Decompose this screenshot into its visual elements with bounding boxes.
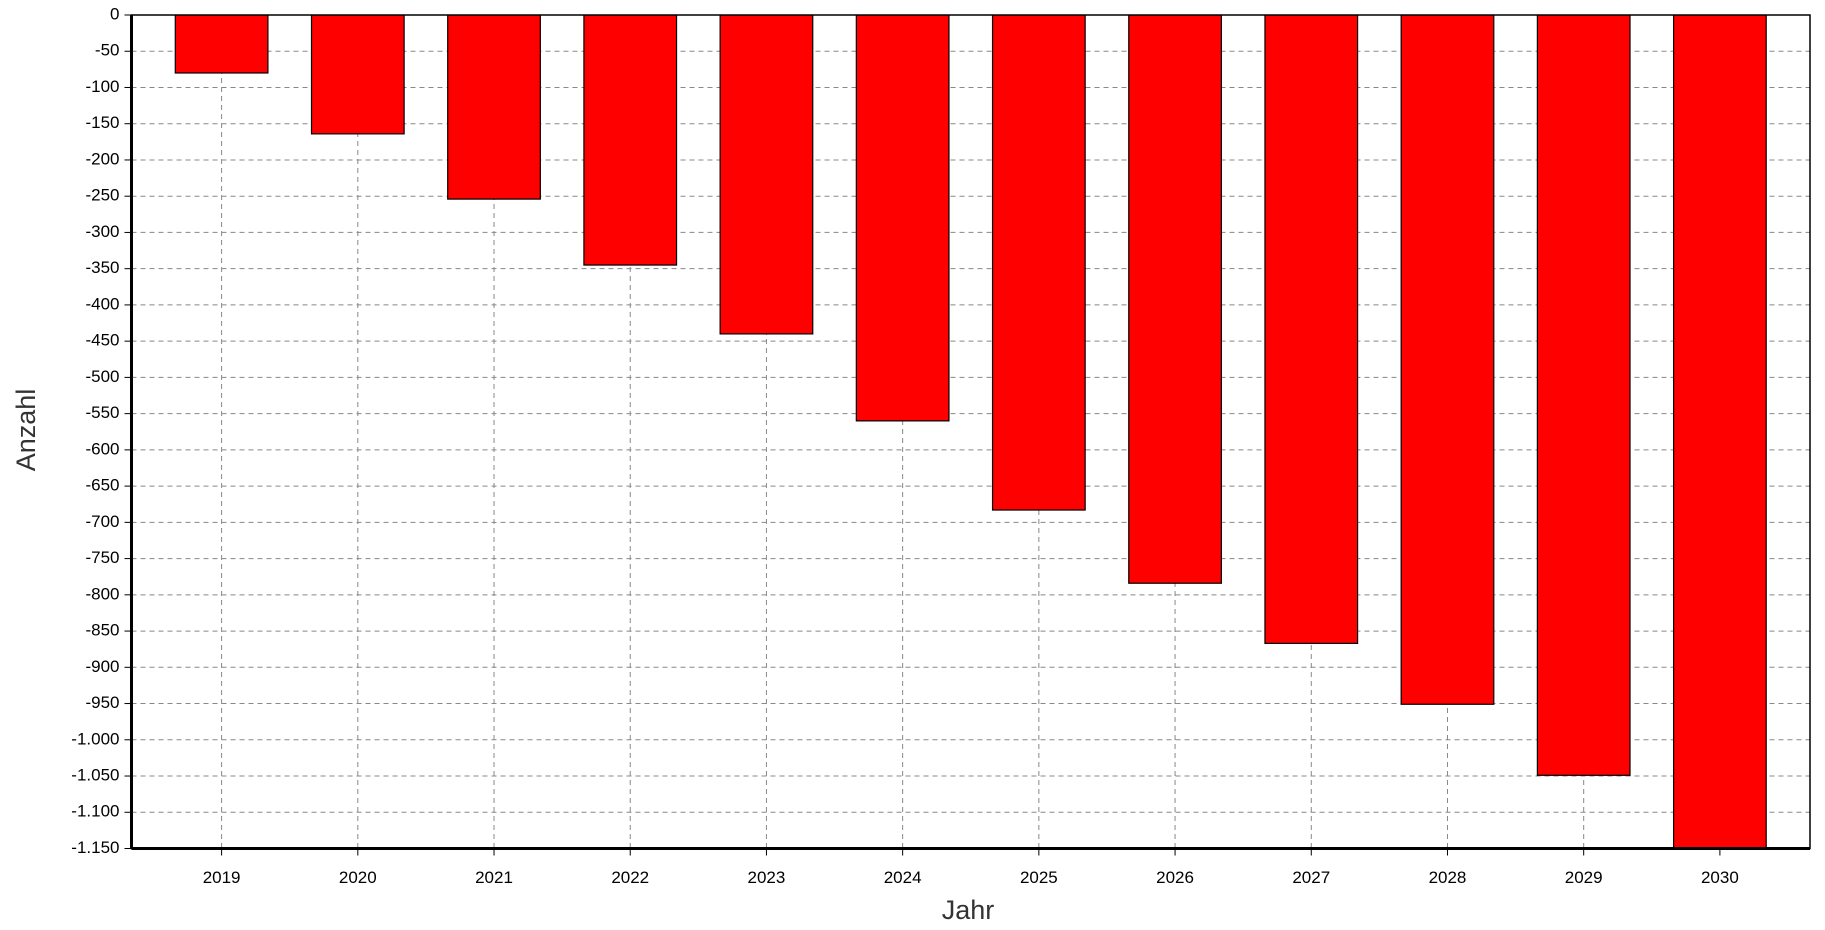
bar — [310, 15, 405, 135]
y-tick-label: -900 — [85, 657, 119, 676]
y-tick-label: -400 — [85, 294, 119, 313]
y-tick-label: -650 — [85, 476, 119, 495]
y-tick-label: -800 — [85, 584, 119, 603]
y-tick-label: -950 — [85, 693, 119, 712]
y-tick-label: -750 — [85, 548, 119, 567]
bar — [1264, 15, 1359, 644]
y-tick-label: -250 — [85, 186, 119, 205]
y-tick-label: -600 — [85, 439, 119, 458]
y-tick-label: -1.150 — [71, 838, 119, 857]
y-tick-label: -50 — [95, 41, 120, 60]
y-tick-label: -150 — [85, 113, 119, 132]
y-tick-label: -350 — [85, 258, 119, 277]
y-tick-label: -1.050 — [71, 766, 119, 785]
y-tick-label: -1.100 — [71, 802, 119, 821]
y-tick-label: -450 — [85, 331, 119, 350]
bar — [1400, 15, 1495, 705]
y-tick-label: -700 — [85, 512, 119, 531]
y-tick-label: -200 — [85, 149, 119, 168]
x-tick-label: 2030 — [1701, 868, 1739, 887]
y-axis-title: Anzahl — [11, 389, 41, 472]
bar — [991, 15, 1086, 511]
bar — [1128, 15, 1222, 584]
x-axis-title: Jahr — [942, 895, 995, 925]
bar — [719, 15, 814, 335]
y-tick-label: -1.000 — [71, 729, 119, 748]
x-tick-label: 2022 — [611, 868, 649, 887]
x-tick-label: 2029 — [1565, 868, 1603, 887]
x-tick-label: 2024 — [884, 868, 922, 887]
x-tick-label: 2028 — [1429, 868, 1467, 887]
x-tick-label: 2025 — [1020, 868, 1058, 887]
bar — [855, 15, 950, 422]
bar — [583, 15, 678, 266]
y-tick-label: -500 — [85, 367, 119, 386]
y-tick-label: 0 — [110, 4, 119, 23]
x-tick-label: 2019 — [203, 868, 241, 887]
y-tick-label: -300 — [85, 222, 119, 241]
x-tick-label: 2026 — [1156, 868, 1194, 887]
y-tick-label: -100 — [85, 77, 119, 96]
x-tick-label: 2027 — [1292, 868, 1330, 887]
x-tick-label: 2023 — [748, 868, 786, 887]
bar — [447, 15, 541, 200]
bar — [1536, 15, 1631, 776]
x-tick-label: 2021 — [475, 868, 513, 887]
bar — [1672, 15, 1767, 849]
x-tick-label: 2020 — [339, 868, 377, 887]
bar — [174, 15, 269, 74]
y-tick-label: -850 — [85, 621, 119, 640]
y-tick-label: -550 — [85, 403, 119, 422]
